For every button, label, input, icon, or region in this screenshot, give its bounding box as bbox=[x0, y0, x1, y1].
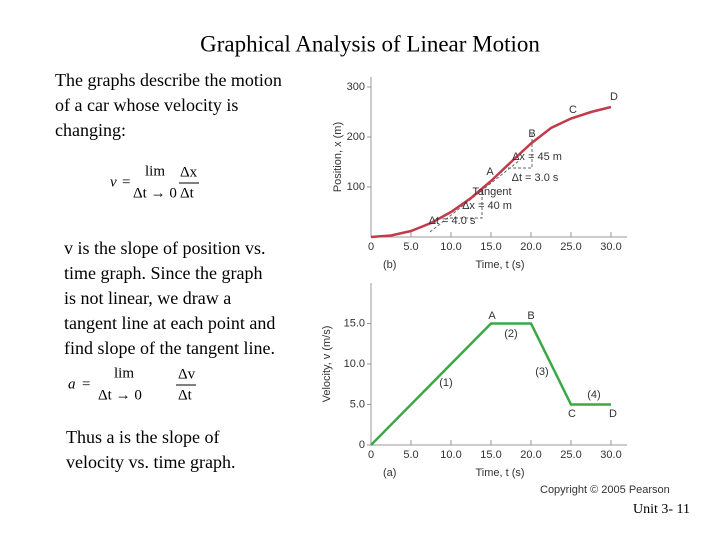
annotation: Δt = 4.0 s bbox=[429, 215, 476, 227]
annotation: (1) bbox=[439, 377, 452, 389]
panel-label: (b) bbox=[383, 259, 396, 271]
formula-num: Δv bbox=[178, 366, 196, 382]
paragraph-line: tangent line at each point and bbox=[64, 313, 275, 333]
formula-lhs: v bbox=[110, 174, 117, 190]
y-tick-label: 100 bbox=[347, 181, 365, 193]
formula-den: Δt bbox=[180, 185, 195, 201]
y-tick-label: 300 bbox=[347, 81, 365, 93]
formula-lhs: a bbox=[68, 376, 76, 392]
annotation: (2) bbox=[504, 328, 517, 340]
x-tick-label: 20.0 bbox=[520, 241, 541, 253]
annotation: B bbox=[527, 310, 534, 322]
x-tick-label: 5.0 bbox=[403, 449, 418, 461]
formula-eq: = bbox=[122, 174, 130, 190]
y-tick-label: 0 bbox=[359, 439, 365, 451]
data-line bbox=[370, 322, 611, 446]
formula-limit: Δt → 0 bbox=[133, 185, 177, 201]
annotation: A bbox=[486, 166, 494, 178]
paragraph-line: v is the slope of position vs. bbox=[64, 238, 266, 258]
annotation: C bbox=[568, 408, 576, 420]
annotation: (3) bbox=[535, 366, 548, 378]
x-tick-label: 15.0 bbox=[480, 449, 501, 461]
annotation: B bbox=[528, 128, 535, 140]
intro-line: changing: bbox=[55, 120, 126, 140]
x-tick-label: 15.0 bbox=[480, 241, 501, 253]
annotation: A bbox=[488, 310, 496, 322]
annotation: Tangent bbox=[472, 186, 511, 198]
x-tick-label: 30.0 bbox=[600, 449, 621, 461]
slide-title: Graphical Analysis of Linear Motion bbox=[200, 31, 540, 56]
annotation: C bbox=[569, 104, 577, 116]
formula-op: lim bbox=[145, 163, 165, 179]
paragraph-line: Thus a is the slope of bbox=[66, 427, 219, 447]
paragraph-line: find slope of the tangent line. bbox=[64, 338, 275, 358]
x-axis-label: Time, t (s) bbox=[475, 467, 524, 479]
x-tick-label: 25.0 bbox=[560, 241, 581, 253]
x-tick-label: 0 bbox=[368, 241, 374, 253]
data-line bbox=[370, 105, 612, 239]
formula-limit: Δt → 0 bbox=[98, 387, 142, 403]
paragraph-line: is not linear, we draw a bbox=[64, 288, 231, 308]
annotation: Δx = 40 m bbox=[462, 200, 512, 212]
copyright: Copyright © 2005 Pearson bbox=[540, 484, 670, 496]
x-tick-label: 30.0 bbox=[600, 241, 621, 253]
intro-line: The graphs describe the motion bbox=[55, 70, 282, 90]
footer: Unit 3- 11 bbox=[633, 502, 690, 517]
x-tick-label: 10.0 bbox=[440, 449, 461, 461]
y-axis-label: Velocity, v (m/s) bbox=[321, 326, 333, 403]
formula-num: Δx bbox=[180, 164, 198, 180]
y-tick-label: 5.0 bbox=[350, 398, 365, 410]
x-tick-label: 10.0 bbox=[440, 241, 461, 253]
annotation: Δx = 45 m bbox=[512, 151, 562, 163]
paragraph-line: time graph. Since the graph bbox=[64, 263, 262, 283]
x-tick-label: 25.0 bbox=[560, 449, 581, 461]
annotation: (4) bbox=[587, 389, 600, 401]
x-tick-label: 5.0 bbox=[403, 241, 418, 253]
intro-line: of a car whose velocity is bbox=[55, 95, 238, 115]
y-tick-label: 10.0 bbox=[344, 358, 365, 370]
annotation: Δt = 3.0 s bbox=[512, 172, 559, 184]
formula-op: lim bbox=[114, 365, 134, 381]
x-tick-label: 20.0 bbox=[520, 449, 541, 461]
y-tick-label: 15.0 bbox=[344, 317, 365, 329]
panel-label: (a) bbox=[383, 467, 396, 479]
x-tick-label: 0 bbox=[368, 449, 374, 461]
y-tick-label: 200 bbox=[347, 131, 365, 143]
formula-den: Δt bbox=[178, 387, 193, 403]
annotation: D bbox=[610, 91, 618, 103]
annotation: D bbox=[609, 408, 617, 420]
y-axis-label: Position, x (m) bbox=[332, 122, 344, 192]
formula-eq: = bbox=[82, 376, 90, 392]
paragraph-line: velocity vs. time graph. bbox=[66, 452, 235, 472]
x-axis-label: Time, t (s) bbox=[475, 259, 524, 271]
